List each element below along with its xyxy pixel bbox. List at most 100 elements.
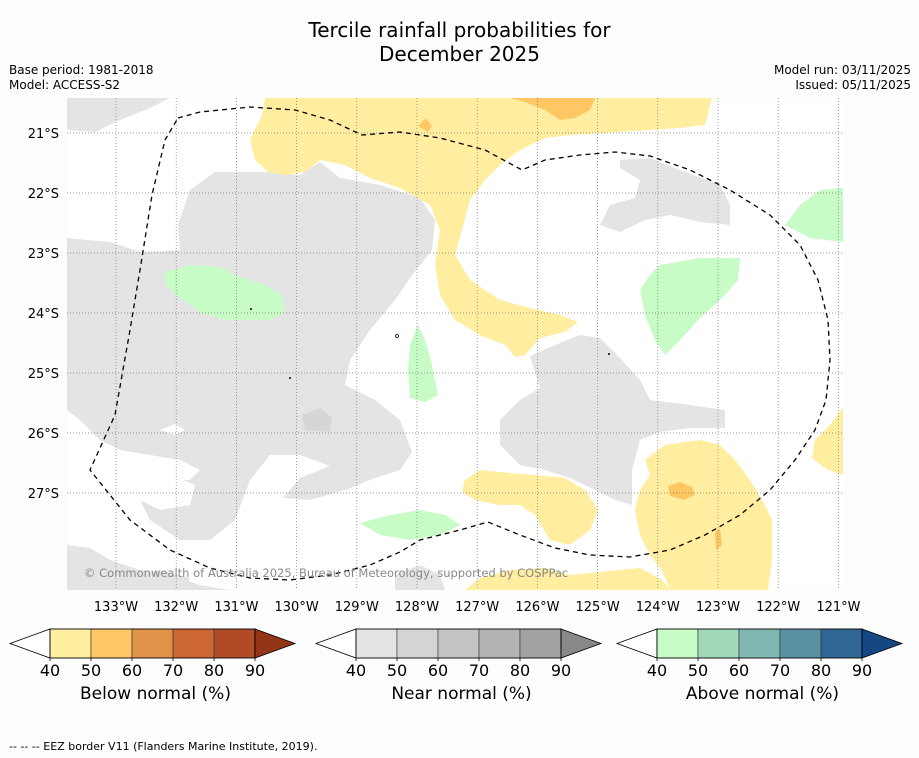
- colorbar-tick-label: 60: [428, 661, 448, 680]
- lon-label: 122°W: [756, 600, 800, 615]
- colorbar-extend-min: [314, 628, 357, 659]
- meta-left: Base period: 1981-2018 Model: ACCESS-S2: [9, 63, 154, 93]
- colorbar-segment: [437, 628, 480, 659]
- island-marker-3: [395, 334, 399, 338]
- near-normal-region-east: [600, 158, 730, 232]
- model-run: Model run: 03/11/2025: [773, 63, 911, 77]
- colorbar-near-graphic: 40 50 60 70 80 90: [314, 628, 603, 680]
- colorbar-tick-label: 60: [122, 661, 142, 680]
- lon-label: 123°W: [696, 600, 740, 615]
- near-normal-region-south: [395, 565, 445, 590]
- below-normal-50-small: [418, 118, 432, 132]
- colorbar-tick-label: 90: [245, 661, 265, 680]
- colorbar-near-label: Near normal (%): [391, 684, 532, 704]
- colorbar-outline: [656, 628, 863, 659]
- colorbar-tick-label: 40: [346, 661, 366, 680]
- lat-label: 23°S: [28, 247, 59, 262]
- colorbar-tick-label: 50: [81, 661, 101, 680]
- colorbar-outline: [355, 628, 562, 659]
- colorbar-tick-label: 90: [551, 661, 571, 680]
- lon-label: 130°W: [275, 600, 319, 615]
- lon-label: 132°W: [154, 600, 198, 615]
- lat-label: 27°S: [28, 487, 59, 502]
- lat-label: 24°S: [28, 307, 59, 322]
- colorbar-segment: [820, 628, 863, 659]
- latitude-labels: 21°S 22°S 23°S 24°S 25°S 26°S 27°S: [28, 127, 59, 502]
- colorbar-tick-label: 50: [688, 661, 708, 680]
- base-period: Base period: 1981-2018: [9, 63, 154, 77]
- lat-label: 26°S: [28, 427, 59, 442]
- copyright-text: © Commonwealth of Australia 2025, Bureau…: [84, 566, 568, 580]
- colorbar-tick-label: 50: [387, 661, 407, 680]
- colorbar-below-graphic: 40 50 60 70 80 90: [8, 628, 297, 680]
- colorbar-segment: [49, 628, 92, 659]
- below-normal-50-se2: [715, 528, 722, 550]
- below-normal-region-north: [250, 98, 712, 357]
- chart-title: Tercile rainfall probabilities for Decem…: [0, 18, 919, 66]
- colorbar-tick-label: 40: [40, 661, 60, 680]
- neutral-hole-2: [140, 475, 195, 510]
- colorbar-extend-min: [8, 628, 51, 659]
- above-normal-region-ne: [785, 188, 843, 242]
- lon-label: 125°W: [576, 600, 620, 615]
- colorbar-tick-label: 90: [852, 661, 872, 680]
- colorbar-segment: [172, 628, 215, 659]
- below-normal-region-bottom: [465, 568, 670, 590]
- near-normal-region-sw: [67, 545, 230, 590]
- title-line-2: December 2025: [379, 42, 540, 66]
- colorbar-below-normal: 40 50 60 70 80 90 Below normal (%): [8, 628, 303, 718]
- lon-label: 129°W: [335, 600, 379, 615]
- neutral-hole-1: [160, 424, 185, 435]
- colorbar-segment: [656, 628, 699, 659]
- colorbar-tick-label: 80: [811, 661, 831, 680]
- lon-label: 131°W: [214, 600, 258, 615]
- eez-footnote: -- -- -- EEZ border V11 (Flanders Marine…: [9, 740, 318, 753]
- meta-right: Model run: 03/11/2025 Issued: 05/11/2025: [774, 63, 911, 93]
- above-normal-region-east: [640, 258, 740, 355]
- near-normal-region-nw: [67, 98, 170, 132]
- colorbar-tick-label: 80: [510, 661, 530, 680]
- colorbar-tick-label: 40: [647, 661, 667, 680]
- colorbar-segment: [697, 628, 740, 659]
- colorbar-above-label: Above normal (%): [685, 684, 840, 704]
- lat-label: 21°S: [28, 127, 59, 142]
- below-normal-region-east: [812, 408, 843, 475]
- colorbar-extend-max: [254, 628, 297, 659]
- colorbar-extend-max: [861, 628, 904, 659]
- colorbar-above-graphic: 40 50 60 70 80 90: [615, 628, 904, 680]
- near-normal-region-south2: [125, 570, 190, 590]
- lat-label: 22°S: [28, 187, 59, 202]
- longitude-labels: 133°W 132°W 131°W 130°W 129°W 128°W 127°W 126°W…: [94, 600, 861, 615]
- above-normal-region-south: [360, 510, 460, 540]
- island-marker-2: [289, 377, 291, 379]
- colorbar-segment: [90, 628, 133, 659]
- colorbar-segment: [779, 628, 822, 659]
- issued-date: Issued: 05/11/2025: [795, 78, 911, 92]
- colorbar-segment: [738, 628, 781, 659]
- title-line-1: Tercile rainfall probabilities for: [308, 18, 611, 42]
- colorbar-tick-label: 70: [469, 661, 489, 680]
- lon-label: 133°W: [94, 600, 138, 615]
- near-normal-small-1: [302, 408, 332, 432]
- lon-label: 121°W: [816, 600, 860, 615]
- colorbar-near-normal: 40 50 60 70 80 90 Near normal (%): [314, 628, 609, 718]
- island-marker-1: [250, 308, 252, 310]
- below-normal-region-south: [462, 470, 598, 545]
- colorbar-segment: [131, 628, 174, 659]
- colorbar-outline: [49, 628, 256, 659]
- near-normal-region-center: [500, 335, 725, 505]
- colorbar-tick-label: 80: [204, 661, 224, 680]
- below-normal-region-se: [635, 440, 772, 590]
- above-normal-region-west: [165, 265, 285, 320]
- colorbar-segment: [213, 628, 256, 659]
- lat-label: 25°S: [28, 367, 59, 382]
- colorbar-tick-label: 70: [770, 661, 790, 680]
- colorbar-segment: [478, 628, 521, 659]
- lon-label: 124°W: [636, 600, 680, 615]
- colorbar-above-normal: 40 50 60 70 80 90 Above normal (%): [615, 628, 910, 718]
- lon-label: 126°W: [515, 600, 559, 615]
- forecast-map: © Commonwealth of Australia 2025, Bureau…: [28, 98, 861, 615]
- colorbar-segment: [396, 628, 439, 659]
- island-marker-4: [608, 353, 610, 355]
- colorbar-below-label: Below normal (%): [80, 684, 231, 704]
